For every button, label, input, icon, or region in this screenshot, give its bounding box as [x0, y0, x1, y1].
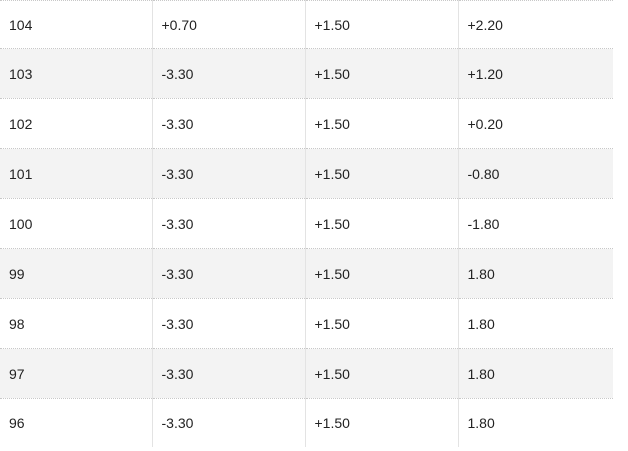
table-row: 98 -3.30 +1.50 1.80 — [0, 298, 613, 349]
table-cell: +1.50 — [305, 248, 459, 299]
table-cell: 102 — [0, 98, 153, 149]
table-cell: 1.80 — [458, 398, 613, 447]
table-cell: 1.80 — [458, 348, 613, 399]
table-cell: +1.20 — [458, 48, 613, 99]
table-cell: -1.80 — [458, 198, 613, 249]
table-cell: 97 — [0, 348, 153, 399]
table-row: 103 -3.30 +1.50 +1.20 — [0, 48, 613, 99]
table-cell: 98 — [0, 298, 153, 349]
table-row: 99 -3.30 +1.50 1.80 — [0, 248, 613, 299]
table-cell: 1.80 — [458, 298, 613, 349]
table-cell: 104 — [0, 0, 153, 49]
table-cell: +0.70 — [152, 0, 306, 49]
table-cell: +1.50 — [305, 198, 459, 249]
table-cell: +2.20 — [458, 0, 613, 49]
table-cell: -3.30 — [152, 398, 306, 447]
table-cell: -3.30 — [152, 198, 306, 249]
data-table: 104 +0.70 +1.50 +2.20 103 -3.30 +1.50 +1… — [0, 0, 613, 447]
table-cell: +1.50 — [305, 348, 459, 399]
data-table-container: 104 +0.70 +1.50 +2.20 103 -3.30 +1.50 +1… — [0, 0, 613, 447]
table-cell: -3.30 — [152, 348, 306, 399]
table-row: 101 -3.30 +1.50 -0.80 — [0, 148, 613, 199]
table-cell: +0.20 — [458, 98, 613, 149]
table-cell: 96 — [0, 398, 153, 447]
table-cell: +1.50 — [305, 0, 459, 49]
table-cell: 101 — [0, 148, 153, 199]
table-row: 97 -3.30 +1.50 1.80 — [0, 348, 613, 399]
table-row: 104 +0.70 +1.50 +2.20 — [0, 0, 613, 49]
table-cell: 99 — [0, 248, 153, 299]
table-cell: -3.30 — [152, 248, 306, 299]
table-cell: +1.50 — [305, 48, 459, 99]
table-cell: -3.30 — [152, 148, 306, 199]
table-cell: +1.50 — [305, 98, 459, 149]
table-cell: +1.50 — [305, 148, 459, 199]
table-row: 102 -3.30 +1.50 +0.20 — [0, 98, 613, 149]
table-cell: -3.30 — [152, 98, 306, 149]
table-cell: +1.50 — [305, 398, 459, 447]
table-cell: 103 — [0, 48, 153, 99]
table-row: 100 -3.30 +1.50 -1.80 — [0, 198, 613, 249]
table-cell: -0.80 — [458, 148, 613, 199]
table-cell: -3.30 — [152, 298, 306, 349]
table-row: 96 -3.30 +1.50 1.80 — [0, 398, 613, 447]
table-cell: 1.80 — [458, 248, 613, 299]
table-cell: -3.30 — [152, 48, 306, 99]
table-cell: 100 — [0, 198, 153, 249]
table-cell: +1.50 — [305, 298, 459, 349]
